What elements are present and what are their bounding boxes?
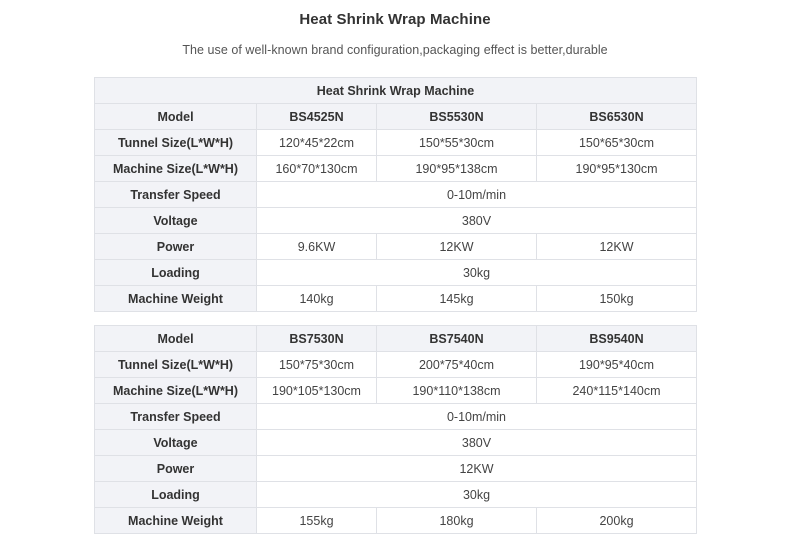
table-row: Voltage 380V — [94, 429, 697, 456]
spec-row-label: Transfer Speed — [94, 181, 257, 208]
spec-value: 9.6KW — [256, 233, 377, 260]
spec-value: 190*95*138cm — [376, 155, 537, 182]
spec-value-merged: 0-10m/min — [256, 403, 697, 430]
model-name-header: BS4525N — [256, 103, 377, 130]
table-row: Transfer Speed 0-10m/min — [94, 181, 698, 208]
spec-value: 140kg — [256, 285, 377, 312]
spec-value: 12KW — [535, 233, 698, 260]
model-name-header: BS9540N — [536, 325, 697, 352]
spec-tables-container: Heat Shrink Wrap Machine Model BS4525N BS55… — [93, 57, 698, 534]
spec-value: 12KW — [376, 233, 537, 260]
model-name-header: BS7540N — [376, 325, 537, 352]
spec-value: 150*55*30cm — [376, 129, 537, 156]
spec-row-label: Machine Weight — [94, 285, 257, 312]
spec-value-merged: 12KW — [256, 455, 697, 482]
table-caption-row: Heat Shrink Wrap Machine — [93, 77, 698, 104]
spec-value-merged: 0-10m/min — [255, 181, 698, 208]
table-caption: Heat Shrink Wrap Machine — [93, 77, 698, 104]
model-row-label: Model — [94, 103, 257, 130]
spec-row-label: Machine Size(L*W*H) — [94, 377, 257, 404]
spec-value: 190*105*130cm — [256, 377, 377, 404]
spec-value-merged: 30kg — [255, 259, 698, 286]
spec-value: 155kg — [256, 507, 377, 534]
spec-row-label: Voltage — [94, 429, 257, 456]
spec-table: Heat Shrink Wrap Machine Model BS4525N BS55… — [93, 77, 698, 312]
table-header-row: Model BS7530N BS7540N BS9540N — [94, 325, 697, 352]
spec-table: Model BS7530N BS7540N BS9540N Tunnel Size(L*… — [94, 325, 697, 534]
table-row: Voltage 380V — [94, 207, 698, 234]
spec-row-label: Transfer Speed — [94, 403, 257, 430]
table-row: Tunnel Size(L*W*H) 150*75*30cm 200*75*40cm… — [94, 351, 697, 378]
spec-row-label: Power — [94, 455, 257, 482]
spec-row-label: Power — [94, 233, 257, 260]
page-subtitle: The use of well-known brand configuratio… — [182, 43, 608, 57]
table-row: Tunnel Size(L*W*H) 120*45*22cm 150*55*30cm… — [94, 129, 698, 156]
spec-row-label: Tunnel Size(L*W*H) — [94, 129, 257, 156]
table-row: Loading 30kg — [94, 259, 698, 286]
spec-value-merged: 380V — [255, 207, 698, 234]
spec-value: 200kg — [536, 507, 697, 534]
model-name-header: BS6530N — [535, 103, 698, 130]
spec-value: 240*115*140cm — [536, 377, 697, 404]
spec-row-label: Tunnel Size(L*W*H) — [94, 351, 257, 378]
table-row: Machine Weight 155kg 180kg 200kg — [94, 507, 697, 534]
spec-row-label: Voltage — [94, 207, 257, 234]
spec-row-label: Machine Size(L*W*H) — [94, 155, 257, 182]
table-row: Transfer Speed 0-10m/min — [94, 403, 697, 430]
spec-value: 200*75*40cm — [376, 351, 537, 378]
spec-value: 150*75*30cm — [256, 351, 377, 378]
table-row: Machine Weight 140kg 145kg 150kg — [94, 285, 698, 312]
spec-value: 190*110*138cm — [376, 377, 537, 404]
spec-value: 150kg — [535, 285, 698, 312]
page-title: Heat Shrink Wrap Machine — [299, 11, 491, 28]
spec-value: 160*70*130cm — [256, 155, 377, 182]
spec-row-label: Loading — [94, 481, 257, 508]
model-name-header: BS5530N — [376, 103, 537, 130]
table-row: Power 9.6KW 12KW 12KW — [94, 233, 698, 260]
spec-value: 190*95*130cm — [535, 155, 698, 182]
spec-value: 150*65*30cm — [535, 129, 698, 156]
spec-value-merged: 380V — [256, 429, 697, 456]
spec-row-label: Machine Weight — [94, 507, 257, 534]
spec-value: 120*45*22cm — [256, 129, 377, 156]
spec-value: 190*95*40cm — [536, 351, 697, 378]
model-name-header: BS7530N — [256, 325, 377, 352]
table-row: Machine Size(L*W*H) 160*70*130cm 190*95*13… — [94, 155, 698, 182]
table-header-row: Model BS4525N BS5530N BS6530N — [94, 103, 698, 130]
model-row-label: Model — [94, 325, 257, 352]
spec-row-label: Loading — [94, 259, 257, 286]
spec-value: 180kg — [376, 507, 537, 534]
table-row: Machine Size(L*W*H) 190*105*130cm 190*110*… — [94, 377, 697, 404]
spec-value: 145kg — [376, 285, 537, 312]
table-row: Power 12KW — [94, 455, 697, 482]
table-row: Loading 30kg — [94, 481, 697, 508]
spec-value-merged: 30kg — [256, 481, 697, 508]
